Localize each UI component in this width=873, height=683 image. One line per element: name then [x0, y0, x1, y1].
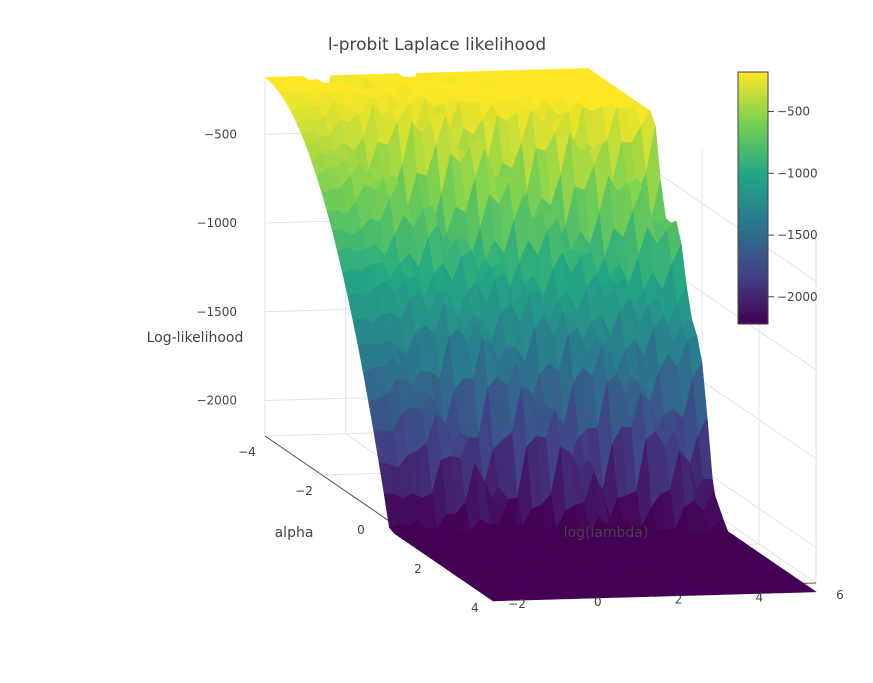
colorbar-tick-label: −2000 — [777, 290, 818, 304]
scene-3d: −4 −2 0 2 4 −2 0 2 4 6 −500 −1000 −1500 −2000 alpha l… — [147, 68, 844, 615]
chart-title: l-probit Laplace likelihood — [328, 35, 546, 55]
likelihood-surface — [264, 68, 817, 602]
x-tick-label: −2 — [295, 484, 313, 498]
y-tick-label: 2 — [675, 593, 683, 607]
y-tick-label: 4 — [755, 590, 763, 604]
x-tick-label: 0 — [357, 523, 365, 537]
z-axis-title: Log-likelihood — [147, 330, 244, 346]
axis-tick-labels: −4 −2 0 2 4 −2 0 2 4 6 −500 −1000 −1500 −2000 — [196, 127, 843, 615]
x-tick-label: −4 — [238, 445, 256, 459]
colorbar-tick-label: −1000 — [777, 166, 818, 180]
x-tick-label: 2 — [414, 562, 422, 576]
z-tick-label: −1500 — [196, 305, 237, 319]
colorbar: −500 −1000 −1500 −2000 — [737, 71, 818, 325]
x-axis-title: alpha — [275, 525, 314, 541]
y-axis-title: log(lambda) — [564, 525, 649, 541]
y-tick-label: 6 — [836, 588, 844, 602]
z-tick-label: −2000 — [196, 394, 237, 408]
y-tick-label: −2 — [508, 597, 526, 611]
colorbar-tick-label: −500 — [777, 105, 810, 119]
colorbar-ticks: −500 −1000 −1500 −2000 — [768, 105, 818, 304]
surface-patch — [486, 596, 504, 602]
colorbar-bar — [737, 71, 769, 325]
axis-titles: alpha log(lambda) Log-likelihood — [147, 330, 649, 541]
y-tick-label: 0 — [594, 595, 602, 609]
z-tick-label: −500 — [204, 127, 237, 141]
colorbar-tick-label: −1500 — [777, 228, 818, 242]
z-tick-label: −1000 — [196, 216, 237, 230]
x-tick-label: 4 — [471, 601, 479, 615]
